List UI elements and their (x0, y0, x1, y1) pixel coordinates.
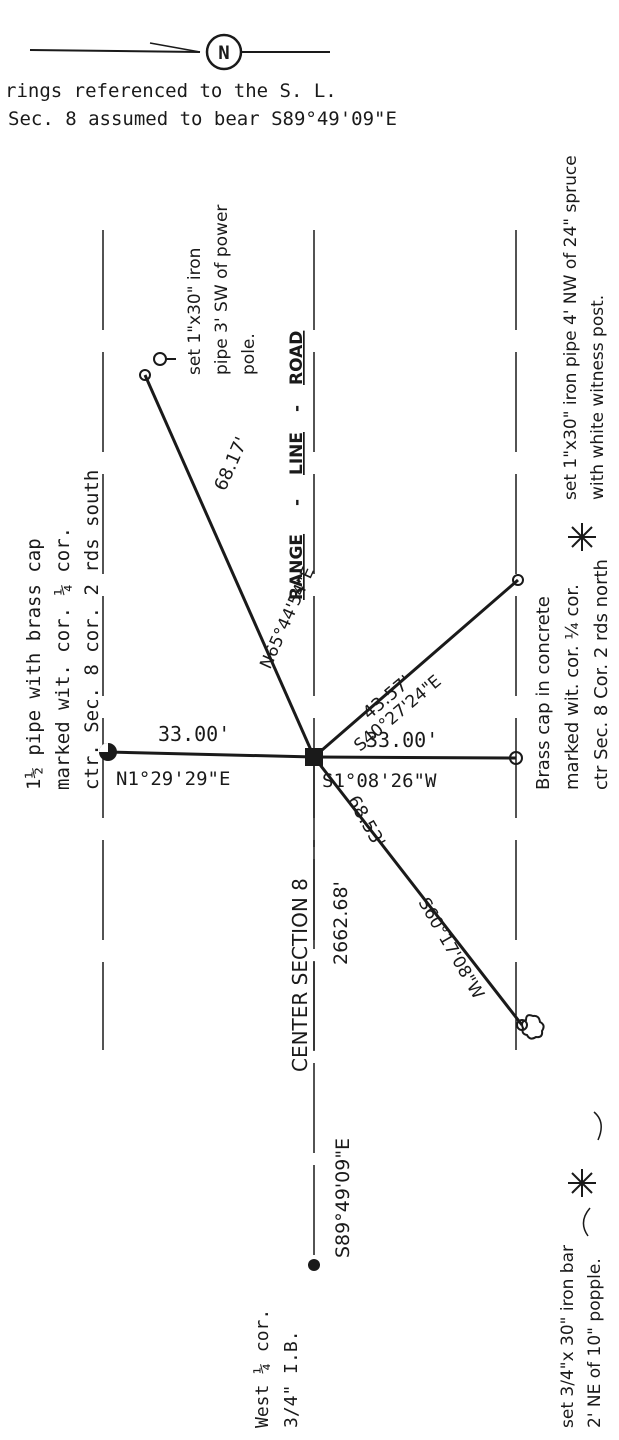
spruce-tree-icon (568, 523, 596, 1197)
bearing-reference-note-line1: rings referenced to the S. L. (5, 80, 337, 102)
road-name-word3: ROAD (287, 331, 307, 385)
found-monument-icon (99, 743, 117, 761)
north-course-bearing: N1°29'29"E (116, 768, 230, 790)
sw-course-distance: 68.53' (343, 792, 389, 851)
road-name-word2: LINE (287, 432, 307, 475)
road-name-dash2: - (287, 405, 307, 412)
bearing-reference-note-line2: Sec. 8 assumed to bear S89°49'09"E (8, 108, 397, 130)
sw-corner-note: set 3/4"x 30" iron bar 2' NE of 10" popp… (558, 1245, 605, 1428)
west-corner-note-line1: West ¼ cor. (252, 1309, 273, 1428)
south-witness-note-line2: marked wit. cor. ¼ cor. (562, 584, 583, 790)
road-name-word1: RANGE (287, 534, 307, 600)
north-witness-note: 1½ pipe with brass cap marked wit. cor. … (23, 470, 103, 790)
course-line-north (107, 750, 315, 759)
west-course-bearing: S89°49'09"E (332, 1138, 354, 1258)
north-course-distance: 33.00' (158, 722, 230, 746)
south-course-bearing: S1°08'26"W (322, 770, 437, 792)
west-quarter-corner-monument (308, 1259, 320, 1271)
sw-course-bearing: S60°17'08"W (414, 895, 488, 1003)
north-witness-note-line2: marked wit. cor. ¼ cor. (52, 527, 74, 790)
se-corner-note: set 1"x30" iron pipe 4' NW of 24" spruce… (561, 155, 608, 500)
course-line-south (313, 755, 517, 760)
north-symbol: N (218, 42, 229, 64)
south-course-distance: 33.00' (366, 728, 438, 752)
road-name-dash1: - (287, 499, 307, 506)
course-line-sw (312, 756, 524, 1026)
west-corner-note-line2: 3/4" I.B. (281, 1330, 302, 1428)
road-name: RANGE - LINE - ROAD (287, 331, 307, 600)
se-corner-note-line1: set 1"x30" iron pipe 4' NW of 24" spruce (561, 155, 581, 500)
north-witness-note-line1: 1½ pipe with brass cap (23, 538, 45, 790)
sw-corner-note-line2: 2' NE of 10" popple. (585, 1258, 605, 1428)
course-line-se (313, 578, 519, 759)
ne-corner-note-line3: pole. (239, 333, 259, 375)
west-course-distance: 2662.68' (330, 881, 352, 965)
power-pole-icon (153, 352, 176, 366)
sw-corner-note-line1: set 3/4"x 30" iron bar (558, 1245, 578, 1428)
ne-course-distance: 68.17' (210, 434, 252, 494)
center-section-label: CENTER SECTION 8 (288, 878, 312, 1072)
center-monument-icon (305, 748, 323, 766)
ne-corner-note-line2: pipe 3' SW of power (212, 205, 232, 375)
north-witness-note-line3: ctr. Sec. 8 cor. 2 rds south (81, 470, 103, 790)
ne-corner-note: set 1"x30" iron pipe 3' SW of power pole… (185, 205, 259, 375)
south-witness-note: Brass cap in concrete marked wit. cor. ¼… (533, 559, 612, 790)
west-corner-note: West ¼ cor. 3/4" I.B. (252, 1309, 302, 1428)
south-witness-note-line3: ctr Sec. 8 Cor. 2 rds north (591, 559, 612, 790)
north-arrow-icon (29, 33, 330, 71)
pencil-scribble (582, 1111, 602, 1237)
deciduous-tree-icon (521, 1014, 545, 1040)
ne-corner-note-line1: set 1"x30" iron (185, 248, 205, 375)
course-line-ne (143, 374, 316, 758)
south-witness-note-line1: Brass cap in concrete (533, 596, 554, 790)
se-corner-note-line2: with white witness post. (588, 295, 608, 500)
